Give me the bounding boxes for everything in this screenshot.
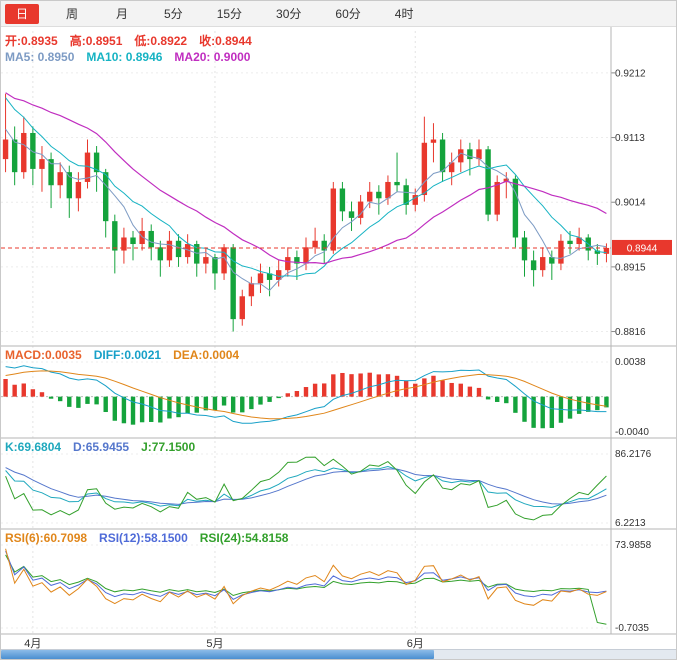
svg-text:0.9212: 0.9212 [615, 68, 646, 79]
chart-canvas[interactable]: 0.9212 0.9113 0.9014 0.8915 0.8816 0.8944 0.00… [1, 27, 677, 651]
svg-text:6.2213: 6.2213 [615, 518, 646, 529]
main-price-panel: 0.9212 0.9113 0.9014 0.8915 0.8816 [1, 68, 646, 338]
svg-text:0.0038: 0.0038 [615, 357, 646, 368]
chart-scrollbar-track[interactable] [1, 649, 676, 659]
svg-text:0.9113: 0.9113 [615, 133, 645, 144]
kdj-panel: 86.2176 6.2213 [1, 449, 652, 529]
timeframe-tab-6[interactable]: 60分 [335, 6, 361, 21]
svg-text:6月: 6月 [407, 638, 424, 650]
timeframe-tab-0[interactable]: 日 [5, 3, 39, 24]
svg-text:73.9858: 73.9858 [615, 540, 652, 551]
current-price-tag: 0.8944 [1, 239, 672, 255]
svg-text:0.9014: 0.9014 [615, 198, 646, 209]
svg-text:0.8944: 0.8944 [627, 243, 658, 254]
x-axis-labels: 4月 5月 6月 [24, 638, 424, 650]
panel-borders [1, 27, 676, 635]
timeframe-tab-4[interactable]: 15分 [216, 6, 243, 21]
timeframe-tabbar: 日 周 月 5分 15分 30分 60分 4时 [1, 1, 676, 27]
timeframe-tab-1[interactable]: 周 [65, 6, 78, 21]
timeframe-tab-5[interactable]: 30分 [276, 6, 302, 21]
timeframe-tab-2[interactable]: 月 [115, 6, 128, 21]
svg-text:0.8915: 0.8915 [615, 262, 646, 273]
svg-text:-0.7035: -0.7035 [615, 623, 649, 634]
svg-text:86.2176: 86.2176 [615, 449, 652, 460]
svg-text:4月: 4月 [24, 638, 41, 650]
rsi-panel: 73.9858 -0.7035 [1, 540, 652, 634]
grid-lines [32, 31, 416, 634]
svg-text:0.8816: 0.8816 [615, 327, 646, 338]
timeframe-tab-3[interactable]: 5分 [164, 6, 183, 21]
svg-text:5月: 5月 [206, 638, 223, 650]
chart-area: 0.9212 0.9113 0.9014 0.8915 0.8816 0.8944 0.00… [1, 27, 677, 651]
chart-scrollbar-thumb[interactable] [1, 650, 435, 659]
timeframe-tab-7[interactable]: 4时 [394, 6, 414, 21]
svg-text:-0.0040: -0.0040 [615, 427, 649, 438]
macd-panel: 0.0038 -0.0040 [1, 357, 649, 438]
